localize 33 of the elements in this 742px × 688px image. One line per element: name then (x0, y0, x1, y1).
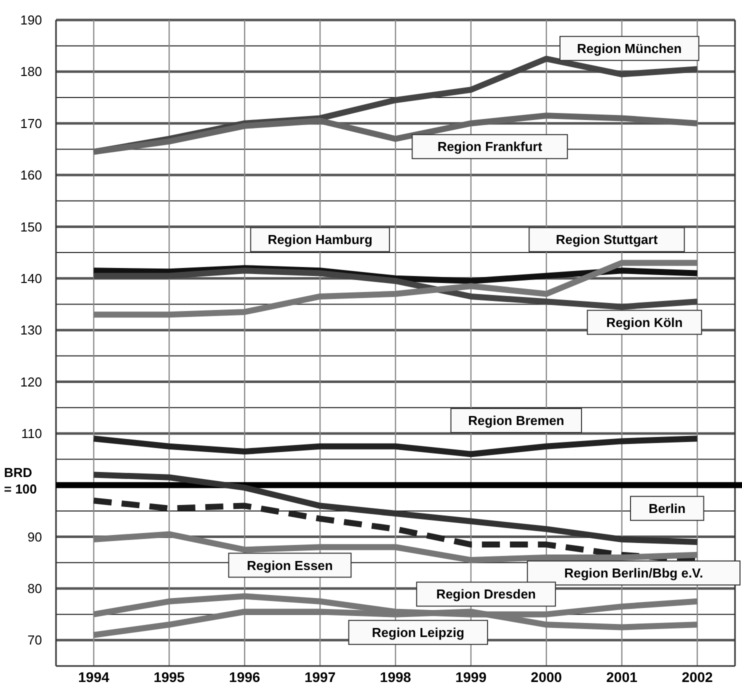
series-label: Region Leipzig (372, 624, 464, 640)
y-tick-label: 70 (28, 632, 42, 648)
series-label: Region Köln (606, 314, 683, 330)
series-label: Region Stuttgart (556, 232, 658, 248)
x-tick-label: 1997 (304, 669, 336, 685)
series-label: Region Hamburg (268, 232, 372, 248)
y-tick-label: 110 (21, 426, 42, 441)
x-tick-label: 2000 (530, 669, 562, 685)
ref-line-label: BRD = 100 (4, 465, 37, 496)
y-tick-label: 150 (20, 219, 42, 234)
x-tick-label: 2001 (606, 669, 638, 685)
x-tick-label: 1995 (154, 669, 185, 685)
y-tick-label: 190 (20, 12, 42, 28)
series-label: Region München (577, 40, 682, 56)
series-label: Region Bremen (468, 413, 564, 428)
x-tick-label: 1994 (78, 669, 110, 685)
y-tick-label: 140 (20, 270, 42, 286)
y-tick-label: 90 (28, 529, 42, 544)
series-label: Region Essen (246, 558, 333, 573)
x-tick-label: 2002 (682, 669, 714, 685)
y-tick-label: 130 (20, 322, 42, 338)
y-tick-label: 180 (20, 64, 42, 80)
y-tick-label: 80 (28, 581, 42, 596)
series-label: Region Berlin/Bbg e.V. (564, 566, 704, 581)
series-label: Region Frankfurt (437, 139, 543, 154)
y-tick-label: 170 (20, 116, 42, 131)
series-label: Region Dresden (436, 586, 536, 602)
x-tick-label: 1998 (380, 669, 412, 685)
series-label: Berlin (648, 500, 686, 516)
y-tick-label: 160 (20, 168, 42, 183)
y-tick-label: 120 (20, 374, 42, 390)
x-tick-label: 1996 (229, 669, 260, 685)
x-tick-label: 1999 (455, 669, 487, 685)
